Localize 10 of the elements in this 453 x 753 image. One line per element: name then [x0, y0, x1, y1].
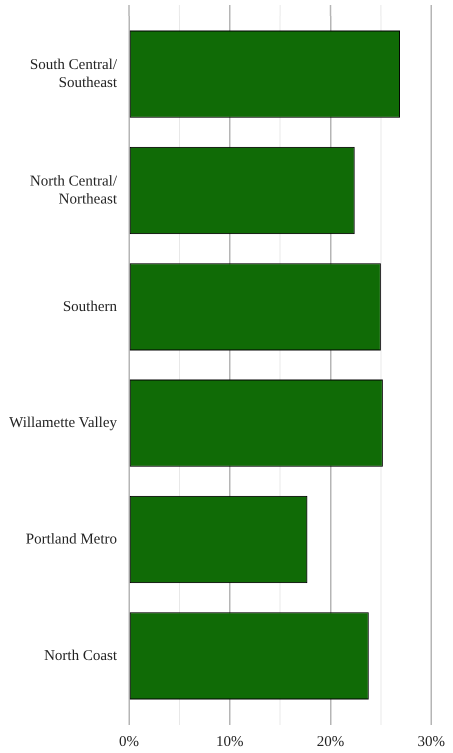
- y-tick-label: Willamette Valley: [9, 415, 118, 432]
- x-tick-label: 0%: [119, 734, 139, 750]
- y-tick-label: South Central/ Southeast: [30, 57, 118, 92]
- x-tick-label: 10%: [216, 734, 244, 750]
- y-tick-label: North Central/ Northeast: [30, 173, 118, 208]
- y-tick-label: North Coast: [44, 648, 118, 664]
- y-tick-label: Portland Metro: [26, 531, 117, 548]
- y-tick-label: Southern: [62, 298, 118, 315]
- x-tick-label: 30%: [418, 734, 445, 750]
- x-tick-label: 20%: [316, 734, 344, 750]
